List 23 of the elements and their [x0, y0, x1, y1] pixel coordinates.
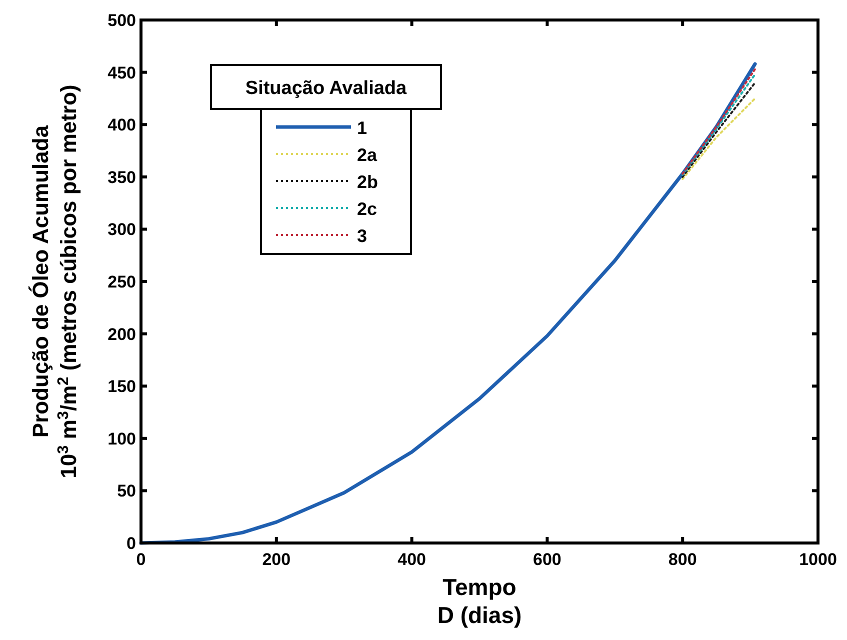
y-tick-label: 400 [108, 116, 136, 135]
x-axis-title: Tempo D (dias) [437, 574, 522, 628]
legend-label: 1 [357, 118, 368, 138]
x-tick-label: 600 [533, 550, 562, 569]
y-tick-label: 50 [117, 482, 136, 501]
legend-label: 2c [357, 199, 378, 219]
y-tick-label: 250 [108, 272, 136, 292]
x-tick-label: 200 [262, 550, 291, 569]
y-tick-label: 500 [108, 11, 136, 30]
y-tick-label: 350 [108, 168, 136, 187]
y-tick-label: 100 [108, 429, 136, 448]
y-tick-label: 150 [108, 377, 136, 396]
y-tick-label: 200 [108, 324, 136, 344]
legend-title: Situação Avaliada [245, 78, 408, 99]
y-tick-label: 450 [108, 63, 136, 82]
legend-label: 2a [357, 145, 378, 165]
legend-label: 2b [357, 172, 378, 192]
x-tick-label: 1000 [799, 550, 837, 569]
y-tick-label: 0 [126, 534, 136, 553]
y-tick-label: 300 [108, 220, 136, 240]
legend-label: 3 [357, 226, 368, 246]
x-tick-label: 400 [398, 550, 426, 569]
x-tick-label: 800 [668, 550, 697, 569]
